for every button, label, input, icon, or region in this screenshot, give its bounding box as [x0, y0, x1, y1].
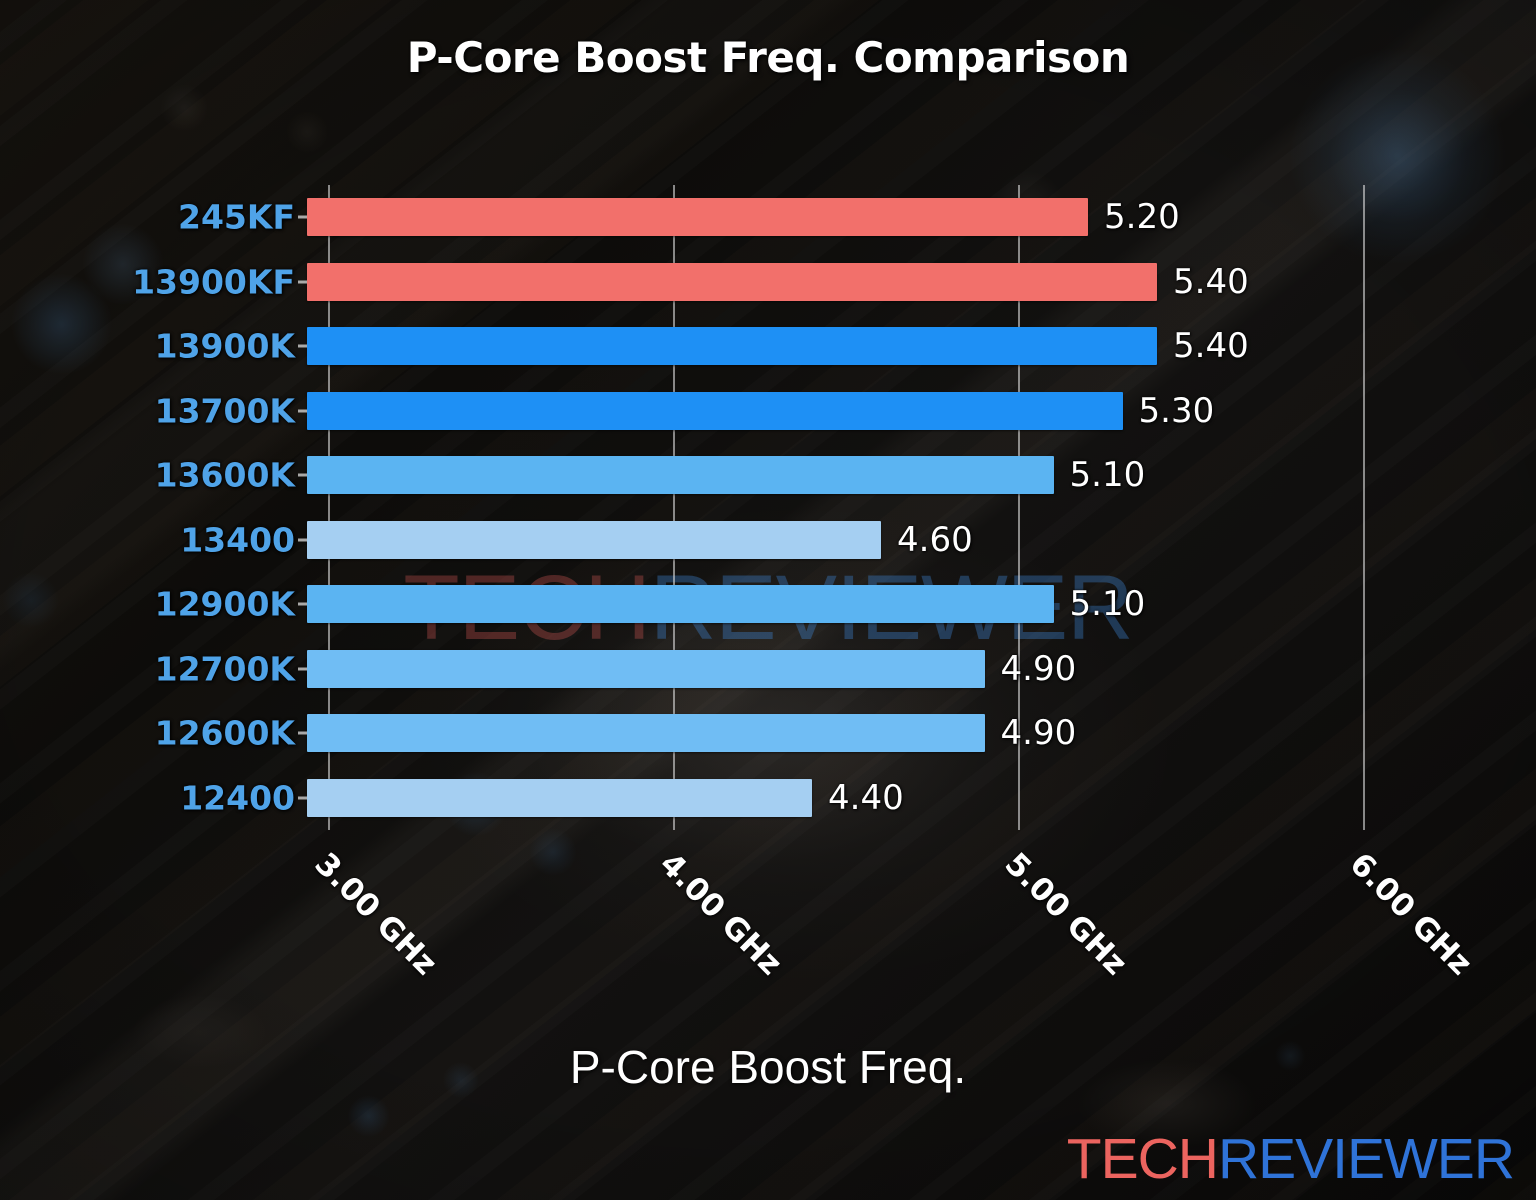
bar-row: 12400 4.40	[180, 766, 1422, 831]
gridline-5-00-ghz	[1018, 185, 1021, 830]
bar-12700k[interactable]	[298, 649, 985, 688]
bar-value-label-12700k: 4.90	[1000, 648, 1077, 689]
y-axis-tick-mark	[298, 667, 307, 671]
y-axis-label-13900k: 13900K	[154, 326, 295, 366]
gridline-6-00-ghz	[1363, 185, 1366, 830]
bar-13700k[interactable]	[298, 391, 1123, 430]
bar-row: 13900K 5.40	[155, 314, 1422, 379]
bar-245kf[interactable]	[298, 198, 1089, 237]
y-axis-label-12600k: 12600K	[154, 713, 295, 753]
y-axis-tick-mark	[298, 796, 307, 800]
y-axis-tick-mark	[298, 602, 307, 606]
chart-title: P-Core Boost Freq. Comparison	[406, 33, 1130, 82]
bar-12400[interactable]	[298, 778, 813, 817]
bar-row: 13700K 5.30	[155, 379, 1422, 444]
bar-value-label-245kf: 5.20	[1104, 197, 1180, 238]
brand-logo-techreviewer: TECHREVIEWER	[1066, 1126, 1515, 1192]
y-axis-label-12700k: 12700K	[154, 649, 295, 689]
brand-reviewer-text: REVIEWER	[1217, 1127, 1515, 1191]
y-axis-tick-mark	[298, 280, 307, 284]
y-axis-tick-mark	[298, 473, 307, 477]
bar-value-label-13900k: 5.40	[1173, 326, 1249, 367]
y-axis-label-13400: 13400	[180, 520, 295, 560]
gridline-4-00-ghz	[673, 185, 676, 830]
bar-13900kf[interactable]	[298, 262, 1158, 301]
x-axis-title: P-Core Boost Freq.	[569, 1041, 967, 1093]
y-axis-label-245kf: 245KF	[178, 197, 295, 237]
plot-area: 245KF 5.20 13900KF 5.40 13900K 5.40 13700K 5.30…	[132, 185, 1422, 831]
y-axis-label-12900k: 12900K	[154, 584, 295, 624]
bar-value-label-12400: 4.40	[828, 777, 904, 818]
bar-12600k[interactable]	[298, 714, 985, 753]
bar-13900k[interactable]	[298, 327, 1158, 366]
bar-row: 13900KF 5.40	[132, 250, 1422, 315]
y-axis-tick-mark	[298, 215, 307, 219]
y-axis-label-13900kf: 13900KF	[132, 262, 295, 302]
y-axis-tick-mark	[298, 409, 307, 413]
bar-value-label-13600k: 5.10	[1069, 455, 1146, 496]
bar-13600k[interactable]	[298, 456, 1054, 495]
bar-value-label-13400: 4.60	[897, 519, 973, 560]
bar-value-label-12600k: 4.90	[1000, 713, 1077, 754]
bar-value-label-13700k: 5.30	[1138, 390, 1215, 431]
gridline-3-00-ghz	[328, 185, 331, 830]
bar-row: 12600K 4.90	[155, 701, 1422, 766]
bar-value-label-12900k: 5.10	[1069, 584, 1146, 625]
y-axis-tick-mark	[298, 344, 307, 348]
bar-rows: 245KF 5.20 13900KF 5.40 13900K 5.40 13700K 5.30…	[132, 185, 1422, 831]
bar-row: 245KF 5.20	[178, 185, 1422, 250]
y-axis-label-13600k: 13600K	[154, 455, 295, 495]
bar-row: 12700K 4.90	[155, 637, 1422, 702]
bar-13400[interactable]	[298, 520, 882, 559]
bar-row: 13600K 5.10	[155, 443, 1422, 508]
y-axis-label-12400: 12400	[180, 778, 295, 818]
bar-row: 13400 4.60	[180, 508, 1422, 573]
y-axis-label-13700k: 13700K	[154, 391, 295, 431]
y-axis-tick-mark	[298, 538, 307, 542]
brand-tech-text: TECH	[1066, 1127, 1219, 1191]
bar-12900k[interactable]	[298, 585, 1054, 624]
y-axis-tick-mark	[298, 731, 307, 735]
bar-row: 12900K 5.10	[155, 572, 1422, 637]
bar-value-label-13900kf: 5.40	[1173, 261, 1249, 302]
